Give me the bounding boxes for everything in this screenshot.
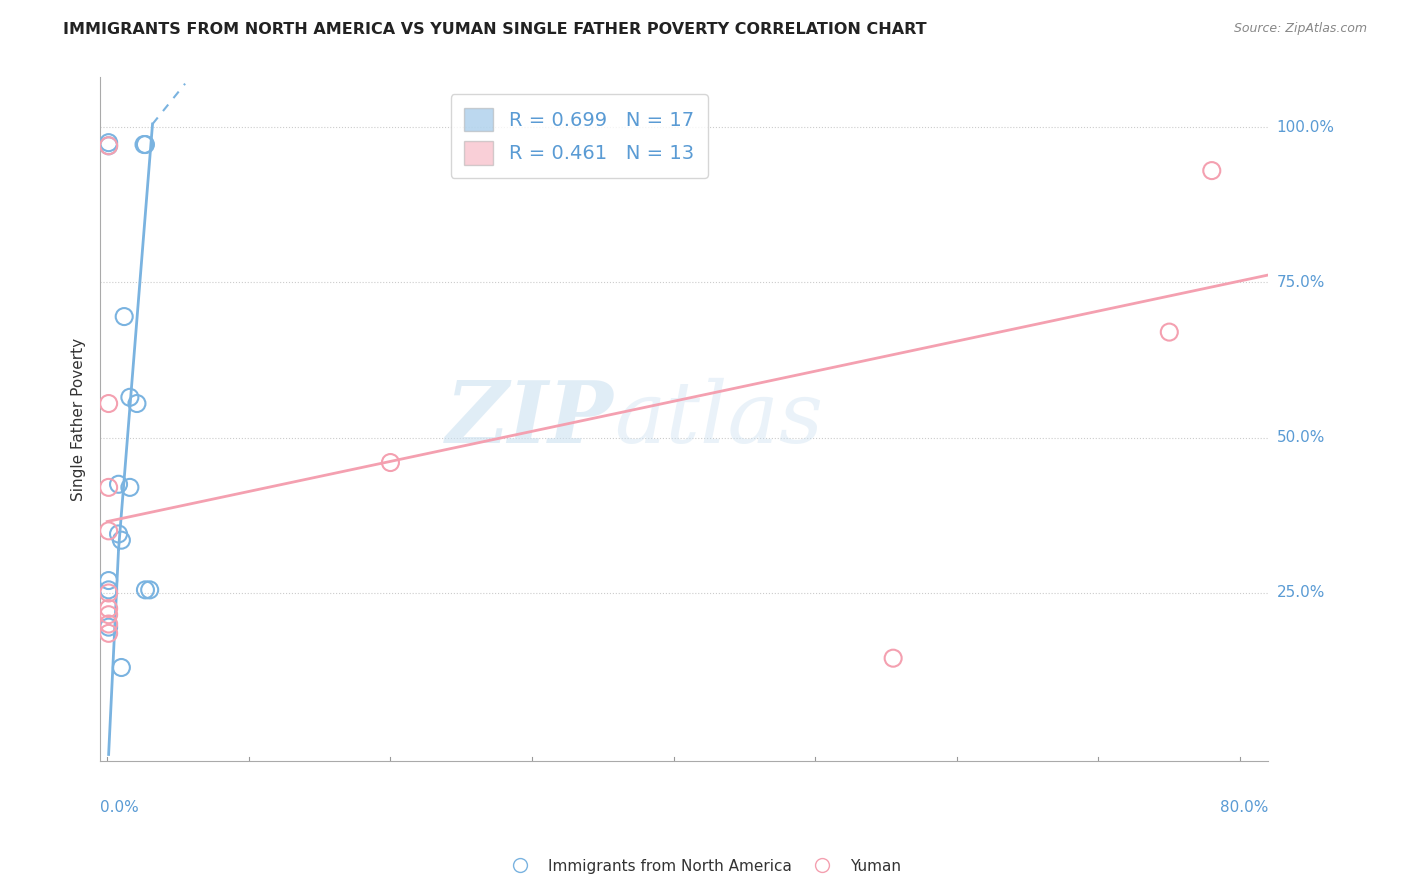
Point: [97, 138, 120, 153]
Point: [97, 582, 120, 597]
Point: [134, 582, 156, 597]
Point: [134, 137, 156, 152]
Point: [97, 574, 120, 588]
Text: ZIP: ZIP: [446, 377, 614, 461]
Y-axis label: Single Father Poverty: Single Father Poverty: [72, 337, 86, 500]
Point: [97, 620, 120, 634]
Legend: Immigrants from North America, Yuman: Immigrants from North America, Yuman: [499, 853, 907, 880]
Point: [97, 586, 120, 600]
Point: [97, 480, 120, 494]
Point: [97, 617, 120, 632]
Text: 50.0%: 50.0%: [1277, 430, 1324, 445]
Point: [118, 390, 141, 404]
Point: [380, 456, 402, 470]
Point: [97, 396, 120, 410]
Point: [118, 480, 141, 494]
Point: [1159, 325, 1181, 339]
Point: [125, 396, 148, 410]
Point: [97, 601, 120, 615]
Point: [138, 582, 160, 597]
Point: [110, 660, 132, 674]
Point: [97, 524, 120, 538]
Point: [97, 607, 120, 622]
Point: [882, 651, 904, 665]
Point: [107, 527, 129, 541]
Point: [97, 136, 120, 150]
Text: 100.0%: 100.0%: [1277, 120, 1334, 135]
Text: atlas: atlas: [614, 377, 824, 460]
Text: 0.0%: 0.0%: [100, 799, 139, 814]
Point: [1201, 163, 1223, 178]
Point: [110, 533, 132, 548]
Text: 25.0%: 25.0%: [1277, 585, 1324, 600]
Point: [132, 137, 155, 152]
Text: IMMIGRANTS FROM NORTH AMERICA VS YUMAN SINGLE FATHER POVERTY CORRELATION CHART: IMMIGRANTS FROM NORTH AMERICA VS YUMAN S…: [63, 22, 927, 37]
Text: 75.0%: 75.0%: [1277, 275, 1324, 290]
Point: [107, 477, 129, 491]
Text: Source: ZipAtlas.com: Source: ZipAtlas.com: [1233, 22, 1367, 36]
Text: 80.0%: 80.0%: [1220, 799, 1268, 814]
Point: [97, 138, 120, 153]
Legend: R = 0.699   N = 17, R = 0.461   N = 13: R = 0.699 N = 17, R = 0.461 N = 13: [450, 94, 707, 178]
Point: [97, 626, 120, 640]
Point: [112, 310, 135, 324]
